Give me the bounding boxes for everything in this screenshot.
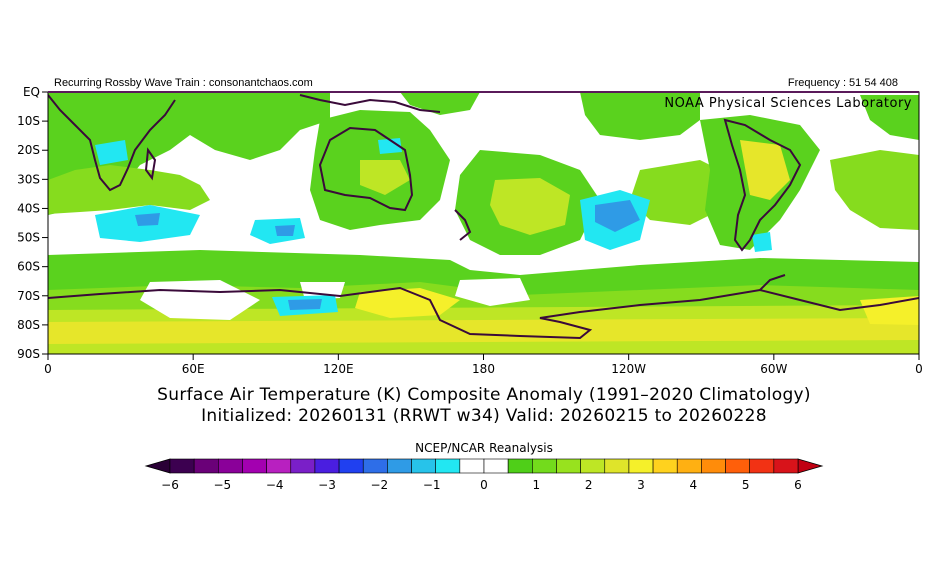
colorbar-swatch bbox=[194, 459, 218, 473]
lab-label: NOAA Physical Sciences Laboratory bbox=[664, 96, 912, 111]
source-label: Recurring Rossby Wave Train : consonantc… bbox=[54, 77, 313, 89]
colorbar-swatch bbox=[701, 459, 725, 473]
anomaly-region-green bbox=[48, 318, 919, 344]
longitude-tick-label: 0 bbox=[915, 362, 923, 376]
colorbar-left-arrow bbox=[146, 459, 170, 473]
colorbar-swatch bbox=[726, 459, 750, 473]
colorbar-label: −2 bbox=[370, 478, 388, 492]
figure-subtitle: Initialized: 20260131 (RRWT w34) Valid: … bbox=[0, 406, 930, 426]
longitude-tick-label: 180 bbox=[472, 362, 495, 376]
colorbar-label: −6 bbox=[161, 478, 179, 492]
longitude-tick-label: 120W bbox=[611, 362, 646, 376]
latitude-tick-label: 10S bbox=[17, 114, 40, 128]
colorbar-swatch bbox=[484, 459, 508, 473]
colorbar-label: 1 bbox=[533, 478, 541, 492]
colorbar-swatch bbox=[750, 459, 774, 473]
latitude-tick-label: 70S bbox=[17, 289, 40, 303]
colorbar-swatch bbox=[387, 459, 411, 473]
colorbar-swatch bbox=[242, 459, 266, 473]
colorbar-label: 5 bbox=[742, 478, 750, 492]
colorbar-swatch bbox=[460, 459, 484, 473]
figure-title: Surface Air Temperature (K) Composite An… bbox=[0, 385, 930, 405]
colorbar-swatch bbox=[508, 459, 532, 473]
colorbar-swatch bbox=[291, 459, 315, 473]
colorbar-swatch bbox=[339, 459, 363, 473]
colorbar-label: 0 bbox=[480, 478, 488, 492]
colorbar-swatch bbox=[556, 459, 580, 473]
colorbar-label: 2 bbox=[585, 478, 593, 492]
longitude-tick-label: 60W bbox=[760, 362, 787, 376]
latitude-tick-label: 60S bbox=[17, 260, 40, 274]
latitude-tick-label: 30S bbox=[17, 172, 40, 186]
colorbar-label: −3 bbox=[318, 478, 336, 492]
colorbar: −6 −5 −4 −3 −2 −1 0 1 2 3 4 5 6 bbox=[146, 459, 822, 492]
colorbar-swatch bbox=[677, 459, 701, 473]
colorbar-swatch bbox=[532, 459, 556, 473]
latitude-tick-label: 20S bbox=[17, 143, 40, 157]
colorbar-label: −4 bbox=[266, 478, 284, 492]
colorbar-swatch bbox=[315, 459, 339, 473]
colorbar-swatch bbox=[363, 459, 387, 473]
latitude-tick-label: 40S bbox=[17, 201, 40, 215]
colorbar-swatch bbox=[653, 459, 677, 473]
frequency-label: Frequency : 51 54 408 bbox=[788, 77, 898, 89]
colorbar-label: 6 bbox=[794, 478, 802, 492]
colorbar-swatch bbox=[629, 459, 653, 473]
colorbar-swatch bbox=[218, 459, 242, 473]
latitude-tick-label: EQ bbox=[23, 85, 40, 99]
colorbar-label: −5 bbox=[213, 478, 231, 492]
anomaly-region-blue bbox=[275, 225, 295, 236]
colorbar-right-arrow bbox=[798, 459, 822, 473]
colorbar-label: −1 bbox=[423, 478, 441, 492]
longitude-tick-label: 0 bbox=[44, 362, 52, 376]
latitude-tick-label: 90S bbox=[17, 347, 40, 361]
latitude-tick-label: 50S bbox=[17, 231, 40, 245]
colorbar-swatch bbox=[774, 459, 798, 473]
anomaly-region-blue bbox=[135, 213, 160, 226]
colorbar-label: 3 bbox=[637, 478, 645, 492]
colorbar-swatch bbox=[605, 459, 629, 473]
latitude-tick-label: 80S bbox=[17, 318, 40, 332]
colorbar-swatch bbox=[170, 459, 194, 473]
longitude-tick-label: 120E bbox=[323, 362, 354, 376]
anomaly-region-blue bbox=[288, 299, 322, 310]
colorbar-swatch bbox=[412, 459, 436, 473]
colorbar-swatch bbox=[267, 459, 291, 473]
anomaly-region-cyan bbox=[752, 232, 772, 252]
colorbar-title: NCEP/NCAR Reanalysis bbox=[0, 441, 930, 455]
colorbar-swatch bbox=[581, 459, 605, 473]
latitude-axis: EQ 10S 20S 30S 40S 50S 60S 70S 80S 90S bbox=[17, 85, 48, 361]
colorbar-swatch bbox=[436, 459, 460, 473]
longitude-axis: 0 60E 120E 180 120W 60W 0 bbox=[44, 354, 923, 376]
longitude-tick-label: 60E bbox=[182, 362, 205, 376]
colorbar-label: 4 bbox=[690, 478, 698, 492]
